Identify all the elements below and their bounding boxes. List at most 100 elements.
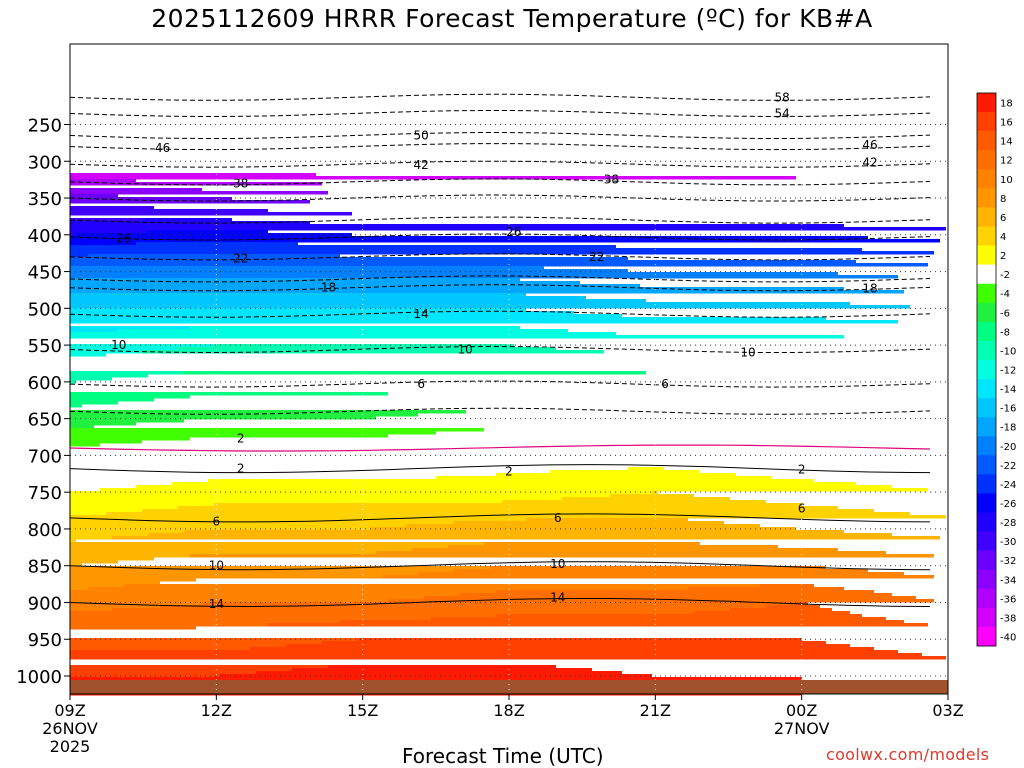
colorbar-swatch (977, 588, 996, 609)
contour-label: 10 (111, 338, 126, 352)
colorbar-tick-label: 16 (1000, 118, 1013, 129)
contour-label: 6 (213, 515, 221, 529)
colorbar-tick-label: -14 (1000, 385, 1016, 396)
colorbar-swatch (977, 321, 996, 342)
terrain-fill (70, 680, 948, 694)
colorbar-tick-label: -36 (1000, 594, 1016, 605)
colorbar-swatch (977, 550, 996, 571)
colorbar-tick-label: -16 (1000, 404, 1016, 415)
contour-label: 46 (862, 138, 877, 152)
colorbar-tick-label: -38 (1000, 613, 1016, 624)
x-tick-label: 09Z (54, 701, 85, 720)
colorbar-tick-label: 4 (1000, 232, 1006, 243)
contour-label: 22 (589, 250, 604, 264)
colorbar-tick-label: -10 (1000, 346, 1016, 357)
colorbar-tick-label: -34 (1000, 575, 1016, 586)
y-tick-label: 400 (28, 226, 62, 247)
contour-label: 46 (155, 141, 170, 155)
colorbar-swatch (977, 455, 996, 475)
contour-label: 38 (604, 173, 619, 187)
y-tick-label: 1000 (16, 667, 62, 688)
contour-label: 14 (209, 597, 224, 611)
contour-label: 18 (321, 281, 336, 295)
colorbar-tick-label: -22 (1000, 461, 1016, 472)
colorbar-tick-label: -28 (1000, 518, 1016, 529)
colorbar-swatch (977, 626, 996, 647)
colorbar-swatch (977, 398, 996, 418)
colorbar-tick-label: 8 (1000, 194, 1006, 205)
colorbar-tick-label: 12 (1000, 156, 1013, 167)
y-tick-label: 350 (28, 189, 62, 210)
y-tick-label: 850 (28, 557, 62, 578)
colorbar-swatch (977, 169, 996, 189)
colorbar-swatch (977, 283, 996, 304)
contour-label: 10 (209, 559, 224, 573)
colorbar-tick-label: -18 (1000, 423, 1016, 434)
colorbar-swatch (977, 150, 996, 170)
colorbar-tick-label: -6 (1000, 308, 1010, 319)
y-tick-label: 500 (28, 299, 62, 320)
contour-lines (69, 93, 931, 608)
colorbar-swatch (977, 417, 996, 437)
contour-label: 54 (775, 106, 790, 120)
contour-label: 18 (862, 281, 877, 295)
x-tick-label: 18Z (493, 701, 524, 720)
contour-label: 50 (414, 129, 429, 143)
contour-label: 2 (505, 465, 513, 479)
contour-label: 2 (798, 462, 806, 476)
contour-label: 10 (550, 557, 565, 571)
x-tick-label: 00Z (786, 701, 817, 720)
colorbar-tick-label: 10 (1000, 175, 1013, 186)
colorbar-tick-label: 14 (1000, 137, 1013, 148)
contour-label: 58 (775, 90, 790, 104)
colorbar-tick-label: 2 (1000, 251, 1006, 262)
x-tick-sublabel: 26NOV (42, 719, 98, 738)
colorbar-tick-label: -8 (1000, 327, 1010, 338)
y-tick-label: 700 (28, 446, 62, 467)
y-tick-label: 250 (28, 116, 62, 137)
y-tick-label: 300 (28, 152, 62, 173)
colorbar-tick-label: -26 (1000, 499, 1016, 510)
y-tick-label: 600 (28, 373, 62, 394)
colorbar-swatch (977, 607, 996, 628)
colorbar-swatch (977, 359, 996, 380)
contour-label: 2 (237, 431, 245, 445)
colorbar-swatch (977, 207, 996, 227)
colorbar-tick-label: -40 (1000, 632, 1016, 643)
y-tick-label: 950 (28, 630, 62, 651)
source-credit[interactable]: coolwx.com/models (826, 745, 990, 764)
contour-label: 2 (237, 462, 245, 476)
contour-label: 10 (457, 343, 472, 357)
x-tick-label: 03Z (932, 701, 963, 720)
colorbar-tick-label: -2 (1000, 270, 1010, 281)
colorbar-tick-label: -32 (1000, 556, 1016, 567)
colorbar-swatch (977, 569, 996, 590)
x-tick-label: 12Z (201, 701, 232, 720)
x-tick-sublabel: 27NOV (774, 719, 830, 738)
contour-label: 14 (414, 307, 429, 321)
contour-label: 6 (798, 501, 806, 515)
colorbar-tick-label: -30 (1000, 537, 1016, 548)
colorbar-tick-label: 18 (1000, 99, 1013, 110)
y-tick-label: 550 (28, 336, 62, 357)
colorbar-swatch (977, 188, 996, 208)
colorbar-frame (976, 92, 997, 647)
contour-label: 6 (554, 511, 562, 525)
x-tick-label: 21Z (640, 701, 671, 720)
colorbar-tick-label: -24 (1000, 480, 1016, 491)
y-tick-label: 800 (28, 520, 62, 541)
contour-label: 42 (414, 158, 429, 172)
colorbar-swatch (977, 379, 996, 399)
colorbar-swatch (977, 493, 996, 513)
colorbar-swatch (977, 226, 996, 246)
x-axis-label: Forecast Time (UTC) (402, 744, 604, 768)
colorbar-tick-label: 6 (1000, 213, 1006, 224)
contour-label: 26 (506, 225, 521, 239)
colorbar-swatch (977, 93, 996, 113)
colorbar-swatch (977, 474, 996, 494)
colorbar-tick-label: -12 (1000, 366, 1016, 377)
contour-label: 14 (550, 590, 565, 604)
colorbar-swatch (977, 264, 996, 284)
contour-label: 10 (740, 345, 755, 359)
y-tick-label: 750 (28, 483, 62, 504)
